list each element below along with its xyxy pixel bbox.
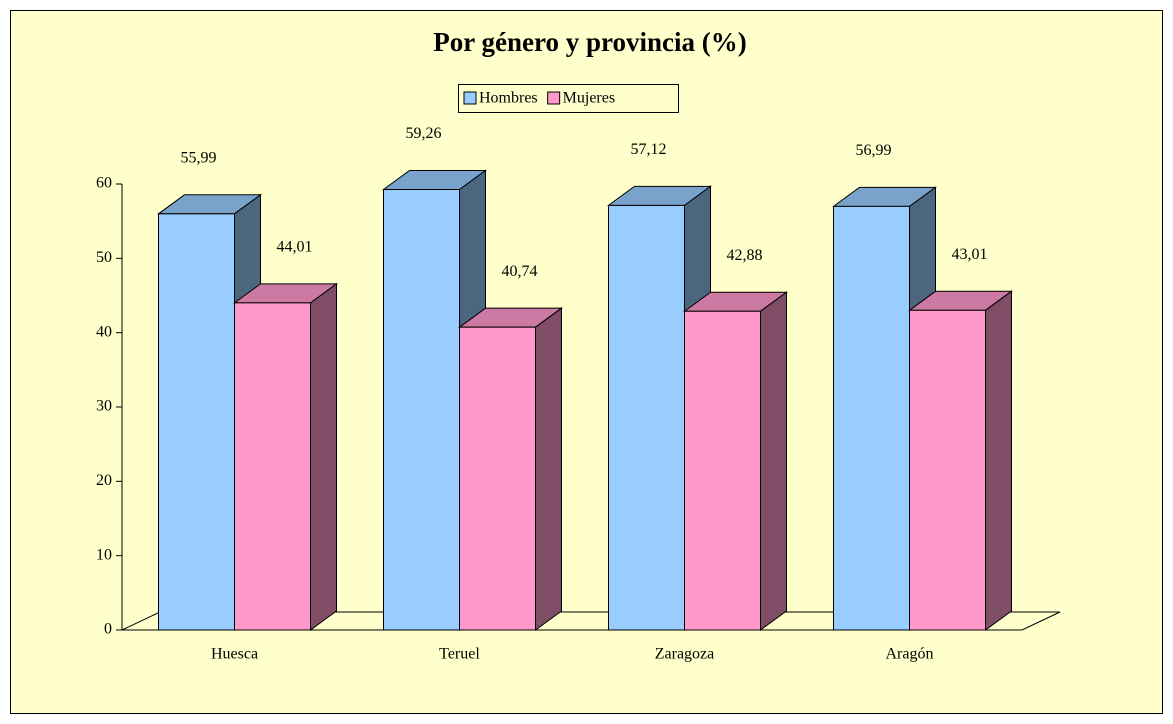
bar (383, 189, 460, 631)
data-label: 55,99 (181, 149, 217, 166)
bar (909, 309, 986, 631)
bar (234, 302, 311, 631)
legend-label: Mujeres (563, 90, 615, 107)
data-label: 59,26 (406, 125, 442, 142)
bar (158, 213, 235, 631)
legend-swatch (547, 91, 561, 105)
legend-swatch (463, 91, 477, 105)
y-tick-label: 10 (96, 546, 112, 563)
bar-side (985, 290, 1012, 631)
x-tick-label: Aragón (886, 646, 934, 663)
bar-side (535, 307, 562, 631)
data-label: 43,01 (952, 246, 988, 263)
bar-side (760, 291, 787, 631)
y-tick-label: 40 (96, 323, 112, 340)
y-tick-label: 20 (96, 472, 112, 489)
data-label: 56,99 (856, 142, 892, 159)
x-tick-label: Huesca (211, 646, 258, 663)
y-tick-label: 0 (104, 621, 112, 638)
x-tick-label: Zaragoza (655, 646, 715, 663)
bar (833, 205, 910, 631)
bar (608, 204, 685, 631)
y-tick-label: 50 (96, 249, 112, 266)
bar (684, 310, 761, 631)
bar-side (310, 282, 337, 631)
chart-title: Por género y provincia (%) (433, 27, 746, 57)
data-label: 57,12 (631, 141, 667, 158)
y-tick-label: 60 (96, 175, 112, 192)
data-label: 40,74 (502, 263, 538, 280)
legend-label: Hombres (479, 90, 538, 107)
y-tick-label: 30 (96, 398, 112, 415)
data-label: 44,01 (277, 239, 313, 256)
x-tick-label: Teruel (439, 646, 480, 663)
bar (459, 326, 536, 631)
legend-box (458, 84, 679, 113)
data-label: 42,88 (727, 247, 763, 264)
